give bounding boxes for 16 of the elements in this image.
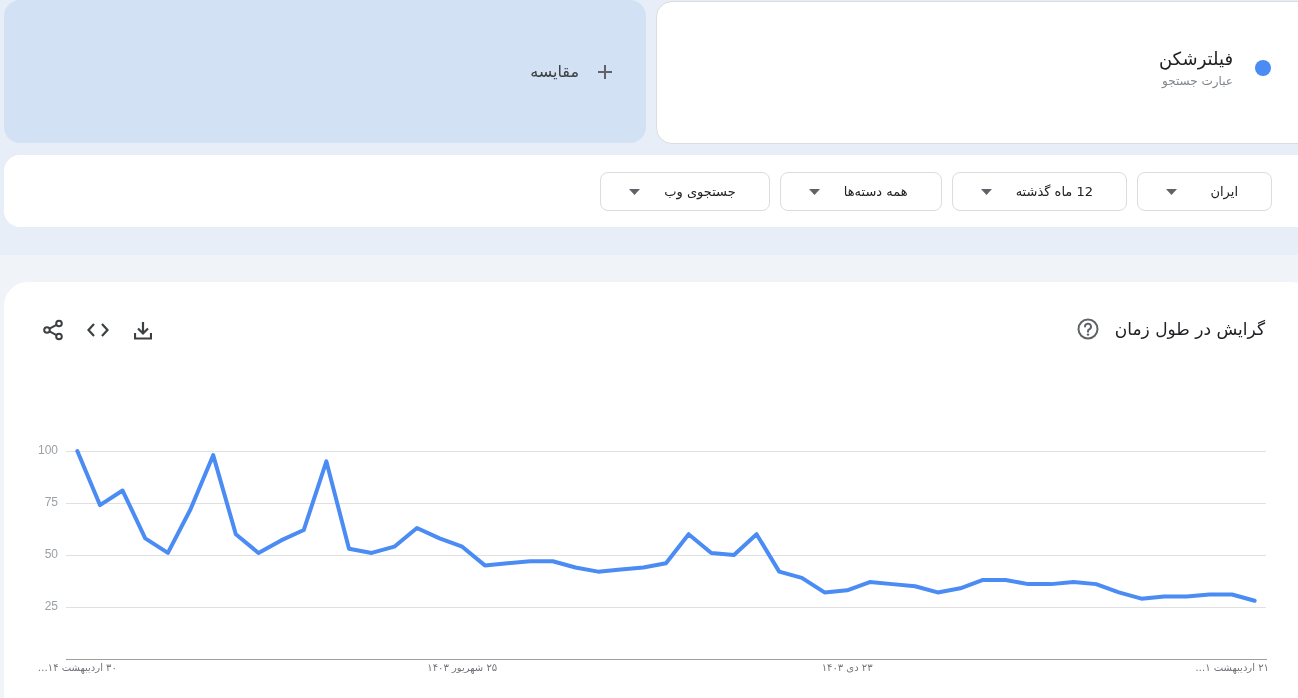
dropdown: 12 ماه گذشته (951, 172, 1127, 211)
chart-title: گرایش در طول زمان (1114, 318, 1265, 341)
add-button: مقایسه (4, 0, 646, 143)
dropdown: ایران (1137, 172, 1272, 211)
x-tick-label: ۳۰ اردیبهشت ۱۴… (37, 661, 117, 674)
dropdown: همه دسته‌ها (779, 172, 942, 211)
x-tick-label: ۲۳ دی ۱۴۰۳ (821, 661, 874, 673)
x-tick-label: ۲۱ اردیبهشت ۱… (1195, 661, 1269, 674)
legend-label: فیلترشکن (1158, 47, 1233, 72)
dropdown: جستجوی وب (600, 172, 770, 211)
y-tick-label: 75 (44, 495, 59, 510)
x-tick-label: ۲۵ شهریور ۱۴۰۳ (427, 661, 498, 674)
text: عبارت جستجو (1160, 73, 1233, 90)
y-tick-label: 25 (44, 599, 59, 614)
y-tick-label: 50 (44, 547, 59, 562)
y-tick-label: 100 (37, 443, 59, 458)
